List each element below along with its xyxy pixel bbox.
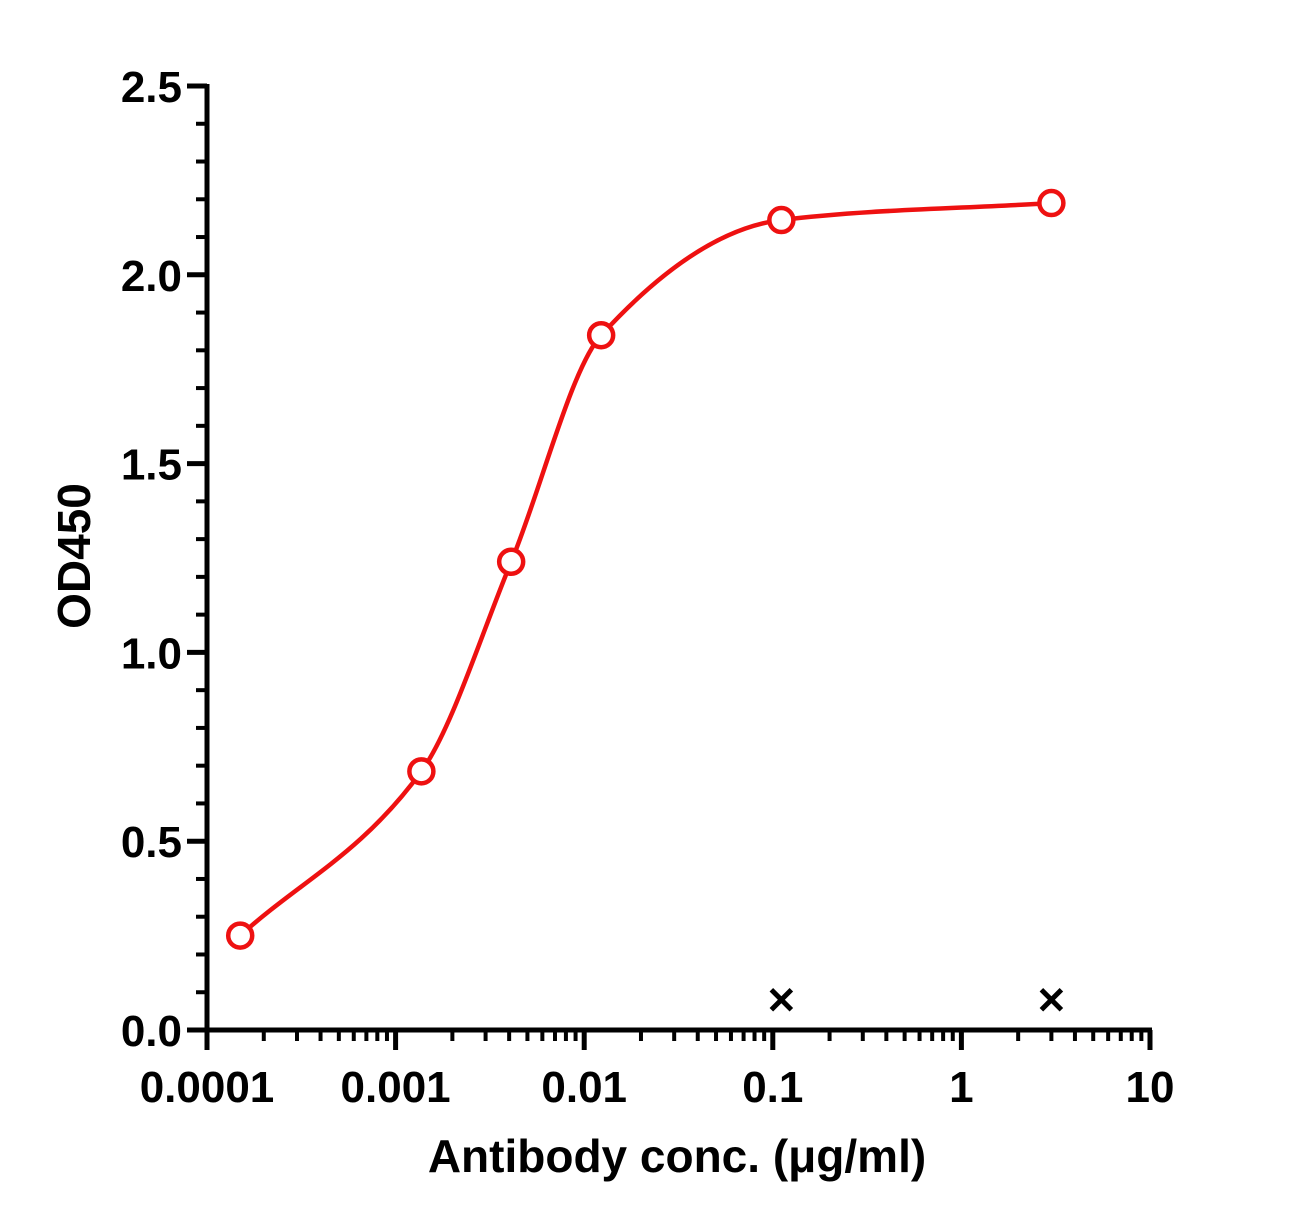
x-tick-label: 0.0001: [140, 1063, 275, 1112]
x-axis-title: Antibody conc. (μg/ml): [428, 1130, 926, 1182]
y-tick-label: 2.5: [121, 63, 182, 112]
x-tick-label: 0.01: [541, 1063, 627, 1112]
data-point-circle: [225, 921, 255, 950]
data-point-circle: [407, 757, 436, 786]
y-tick-label: 1.0: [121, 629, 182, 678]
data-point-x-stroke: [769, 988, 794, 1012]
data-point-circle: [767, 205, 796, 235]
x-tick-label: 0.001: [341, 1063, 451, 1112]
fit-curve: [238, 200, 1052, 938]
fit-curve-layer: [238, 200, 1052, 938]
y-axis-title: OD450: [48, 483, 100, 629]
data-point-circle: [1037, 188, 1066, 218]
x-tick-label: 10: [1126, 1063, 1175, 1112]
y-tick-label: 0.0: [121, 1007, 182, 1056]
y-tick-label: 1.5: [121, 441, 182, 490]
axes: [204, 84, 1152, 1033]
y-tick-label: 0.5: [121, 818, 182, 867]
data-point-x: [1039, 988, 1064, 1012]
data-point-circle: [586, 320, 616, 350]
data-point-x: [769, 988, 794, 1012]
y-tick-label: 2.0: [121, 252, 182, 301]
ticks: [187, 83, 1153, 1050]
data-point-x-stroke: [1039, 988, 1064, 1012]
tick-labels: 0.0 0.5 1.0 1.5 2.0 2.5 0.0001 0.001 0.01 0.1 1 10: [121, 63, 1175, 1112]
points-layer: [225, 188, 1066, 1012]
x-tick-label: 1: [949, 1063, 973, 1112]
x-tick-label: 0.1: [742, 1063, 803, 1112]
data-point-circle: [496, 547, 526, 577]
